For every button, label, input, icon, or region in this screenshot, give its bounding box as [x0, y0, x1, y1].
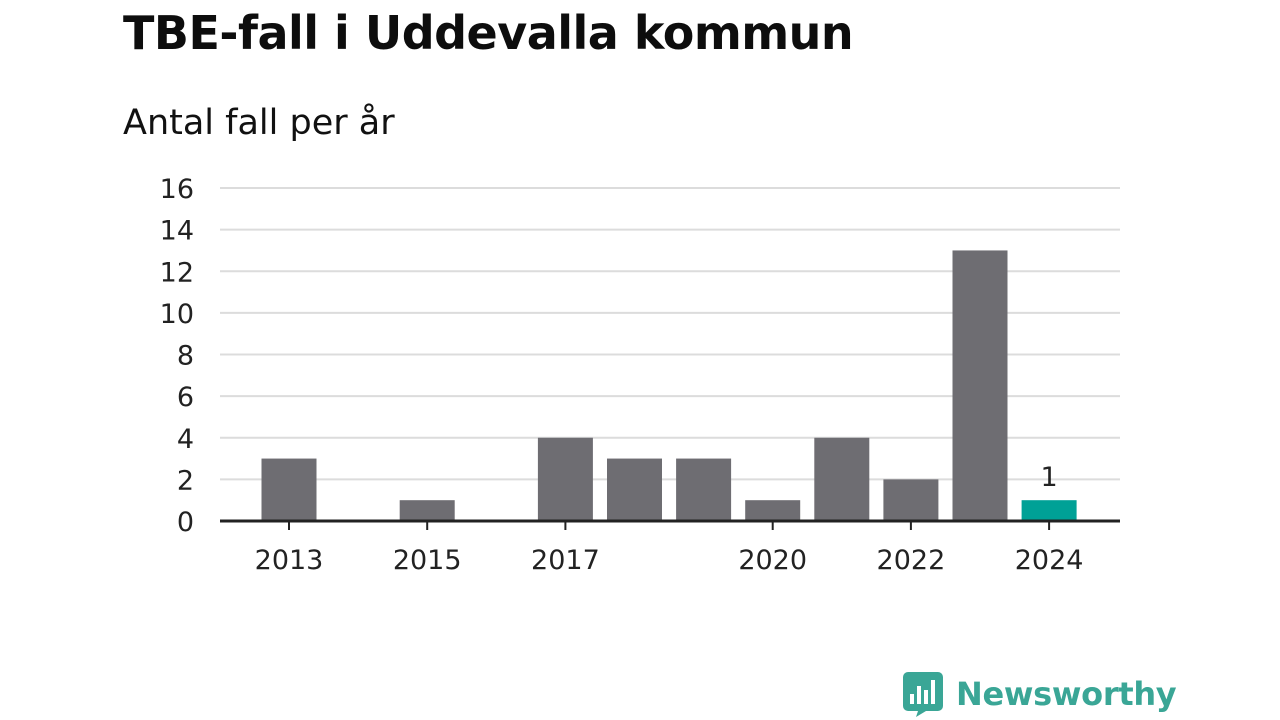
bar-2018: [607, 458, 662, 521]
y-tick-label-16: 16: [160, 174, 194, 205]
bars: [261, 250, 1077, 521]
bar-2013: [261, 458, 317, 521]
x-tick-label-2015: 2015: [393, 545, 462, 576]
chart-subtitle: Antal fall per år: [123, 103, 395, 143]
x-tick-label-2022: 2022: [877, 545, 946, 576]
x-tick-label-2024: 2024: [1015, 545, 1084, 576]
bar-2021: [814, 437, 870, 521]
y-tick-label-14: 14: [160, 216, 194, 247]
bar-2022: [883, 479, 939, 521]
newsworthy-logo-text: Newsworthy: [956, 675, 1177, 713]
chart-title: TBE-fall i Uddevalla kommun: [123, 6, 854, 60]
data-label-2024: 1: [1041, 462, 1058, 493]
bar-2020: [745, 500, 801, 521]
x-tick-label-2020: 2020: [738, 545, 807, 576]
x-tick-label-2017: 2017: [531, 545, 600, 576]
y-tick-label-2: 2: [177, 465, 194, 496]
newsworthy-logo: Newsworthy: [902, 670, 1177, 718]
y-tick-label-10: 10: [160, 299, 194, 330]
data-labels: 1: [1041, 462, 1058, 493]
bar-2023: [952, 250, 1008, 521]
newsworthy-logo-icon: [903, 672, 943, 717]
y-tick-label-0: 0: [177, 507, 194, 538]
bar-2017: [537, 437, 593, 521]
y-axis-ticks: 0 2 4 6 8 10 12 14 16: [160, 174, 194, 538]
y-tick-label-4: 4: [177, 424, 194, 455]
y-tick-label-6: 6: [177, 382, 194, 413]
x-axis-ticks: 2013 2015 2017 2020 2022 2024: [255, 521, 1084, 576]
y-tick-label-12: 12: [160, 257, 194, 288]
bar-2015: [399, 500, 455, 521]
y-tick-label-8: 8: [177, 341, 194, 372]
x-tick-label-2013: 2013: [255, 545, 324, 576]
bar-2024: [1021, 500, 1077, 521]
bar-2019: [676, 458, 732, 521]
